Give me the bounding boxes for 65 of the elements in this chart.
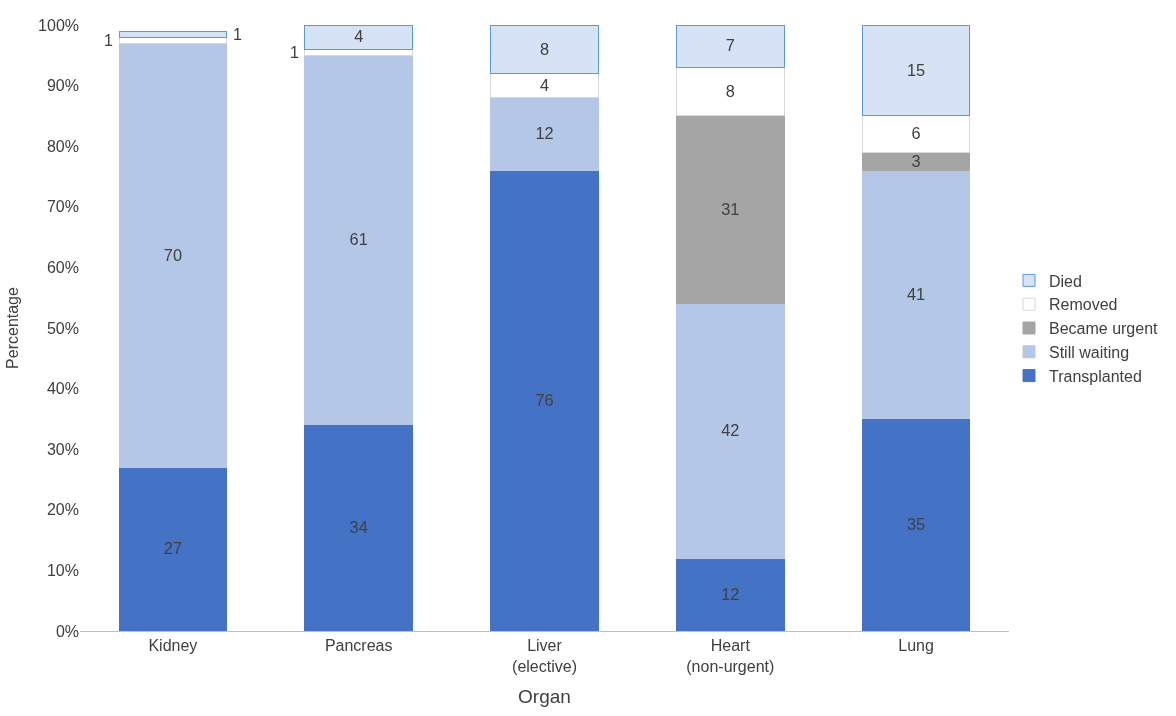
bar [861, 25, 971, 117]
y-tick-label: 30% [46, 440, 79, 458]
y-tick-label: 20% [46, 501, 79, 519]
data-label: 4 [354, 27, 364, 46]
y-axis-title: Percentage [3, 286, 21, 369]
data-label: 4 [539, 75, 550, 94]
data-label: 7 [725, 36, 735, 55]
bar [675, 557, 785, 631]
y-tick-label: 10% [46, 562, 79, 579]
data-label: 1 [104, 32, 113, 49]
bar [304, 424, 414, 631]
legend-label: Died [1049, 272, 1082, 290]
data-label: 3 [911, 151, 921, 170]
legend-label: Transplanted [1049, 367, 1142, 385]
data-label: 1 [233, 26, 242, 43]
bar [490, 72, 599, 99]
bar [675, 303, 785, 559]
bar [304, 54, 414, 426]
data-label: 8 [539, 39, 550, 58]
data-label: 34 [349, 518, 368, 537]
data-label: 76 [535, 391, 554, 409]
data-label: 41 [907, 284, 926, 303]
y-tick-label: 100% [38, 16, 79, 34]
bar [861, 418, 971, 631]
data-label: 70 [163, 245, 182, 264]
bar [675, 25, 785, 68]
bar [861, 115, 971, 153]
data-label: 15 [907, 60, 926, 79]
bar [304, 25, 414, 50]
bar [861, 169, 971, 420]
y-tick-label: 80% [46, 137, 79, 155]
bar [118, 42, 228, 468]
y-tick-label: 50% [46, 319, 79, 337]
x-tick-label: Pancreas [324, 637, 393, 655]
bar [675, 115, 785, 305]
y-tick-label: 60% [46, 259, 79, 276]
data-label: 8 [725, 81, 735, 100]
bar [861, 151, 971, 171]
data-label: 31 [721, 200, 740, 219]
legend-label: Still waiting [1049, 344, 1130, 362]
data-label: 35 [907, 515, 926, 534]
bar [490, 25, 599, 74]
x-axis-title: Organ [518, 685, 571, 707]
data-label: 1 [290, 44, 299, 61]
bar [675, 66, 785, 117]
x-tick-label: Liver (elective) [512, 637, 577, 675]
legend-label: Became urgent [1049, 320, 1159, 338]
data-label: 61 [349, 230, 368, 249]
x-tick-label: Lung [898, 637, 934, 655]
y-tick-label: 40% [46, 380, 79, 398]
y-tick-label: 70% [46, 198, 79, 216]
data-label: 27 [163, 539, 182, 558]
bar [490, 169, 599, 631]
legend-label: Removed [1049, 296, 1118, 314]
data-label: 6 [911, 124, 921, 143]
y-tick-label: 0% [55, 622, 79, 640]
x-tick-label: Kidney [148, 637, 198, 655]
data-label: 42 [721, 421, 740, 440]
bar [118, 466, 228, 631]
x-tick-label: Heart (non-urgent) [686, 637, 775, 675]
bar [490, 97, 599, 171]
y-tick-label: 90% [46, 77, 79, 95]
bar [118, 30, 228, 38]
data-label: 12 [721, 584, 740, 603]
data-label: 12 [535, 124, 554, 143]
